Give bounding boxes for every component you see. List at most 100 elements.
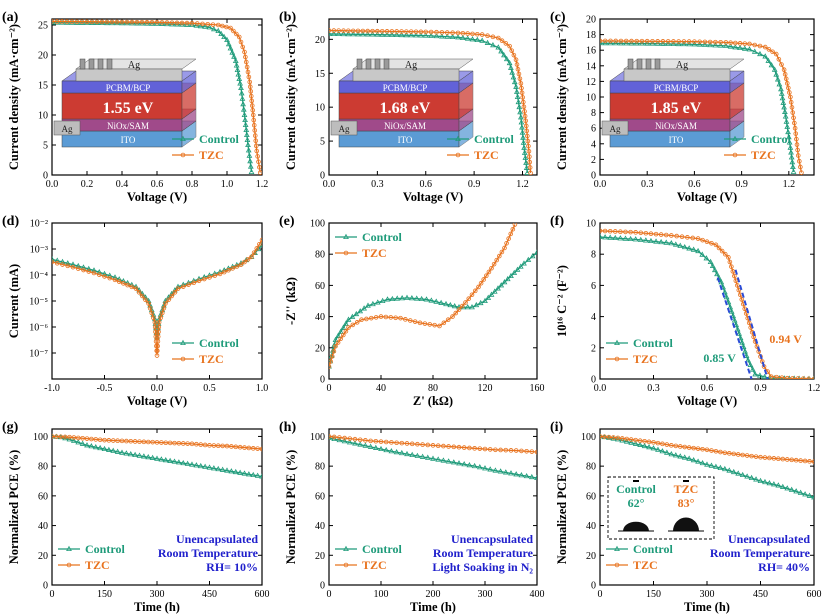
x-axis-title: Voltage (V) [677,394,737,408]
data-point [451,302,458,309]
data-point [234,31,239,37]
y-axis-title: Current density (mA·cm⁻²) [555,24,569,170]
data-point [727,304,734,310]
data-point [437,323,442,329]
data-point [159,20,165,26]
data-point [229,49,236,55]
data-point [472,446,477,451]
data-point [739,471,746,478]
data-point [463,300,468,305]
y-tick-label: 20 [38,51,48,62]
data-point [93,437,99,442]
data-point [513,83,519,89]
data-point [335,340,341,345]
data-point [787,144,794,150]
data-point [242,259,247,265]
data-point [215,27,222,33]
data-point [704,239,710,245]
data-point [650,38,655,44]
data-point [92,443,99,450]
data-point [633,230,638,235]
data-point [378,314,384,319]
data-point [482,446,488,452]
data-point [491,261,497,267]
data-point [74,19,80,25]
data-point [115,438,120,444]
x-tick-label: 600 [807,589,822,600]
data-point [455,152,461,158]
data-point [665,39,671,44]
data-point [403,31,410,38]
data-point [225,40,232,47]
stack-layer-label: ITO [669,135,684,145]
series-line [52,435,262,450]
data-point [388,448,395,454]
data-point [798,458,803,463]
data-point [774,374,779,379]
x-tick-label: 0 [327,589,332,600]
stack-layer-label: ITO [121,135,136,145]
data-point [247,157,253,164]
y-tick-label: 20 [586,15,596,26]
data-point [129,19,135,25]
data-point [670,40,677,47]
data-point [765,57,772,63]
data-point [218,30,225,36]
data-point [252,133,258,138]
chart-panel: -1.0 -0.5 0.0 0.5 1.0 10⁻⁷ 10⁻⁶ 10⁻⁵ 10⁻⁴ 10⁻³ 10⁻… [2,214,268,408]
data-point [776,56,782,62]
data-point [414,452,421,458]
data-point [432,322,437,328]
data-point [246,445,252,451]
data-point [444,33,451,39]
data-point [497,468,504,474]
inset-label: Control [616,482,656,496]
data-point [784,375,790,379]
data-point [461,445,467,450]
data-point [723,42,729,48]
data-point [746,320,752,326]
data-point [778,90,785,96]
data-point [523,472,530,479]
data-point [455,30,461,36]
plot-area [329,434,537,481]
data-point [346,28,351,34]
data-point [660,40,666,46]
data-point [651,440,656,445]
data-point [404,29,409,34]
data-point [524,448,529,454]
data-point [744,453,750,458]
condition-note: Light Soaking in N₂ [432,560,533,574]
data-point [365,302,371,308]
data-point [336,436,343,443]
data-point [438,33,445,39]
data-point [368,438,373,444]
x-tick-label: 300 [150,589,165,600]
data-point [709,448,714,453]
data-point [669,443,674,448]
data-point [525,256,532,262]
data-point [515,98,522,105]
data-point [453,310,459,316]
y-axis-title: Current (mA) [7,264,21,338]
data-point [251,117,257,123]
data-point [515,66,521,72]
data-point [180,135,186,141]
data-point [785,134,792,140]
data-point [329,28,332,33]
stack-layer-label: PCBM/BCP [654,83,699,93]
data-point [521,260,527,266]
data-point [712,42,719,48]
data-point [212,273,218,278]
x-tick-label: 450 [202,589,217,600]
data-point [713,39,718,45]
data-point [729,264,734,269]
data-point [690,456,697,463]
data-point [194,441,199,447]
data-point [329,434,332,440]
data-point [628,437,634,442]
data-point [498,282,505,288]
data-point [695,236,701,241]
data-point [498,447,503,453]
data-point [681,454,688,460]
